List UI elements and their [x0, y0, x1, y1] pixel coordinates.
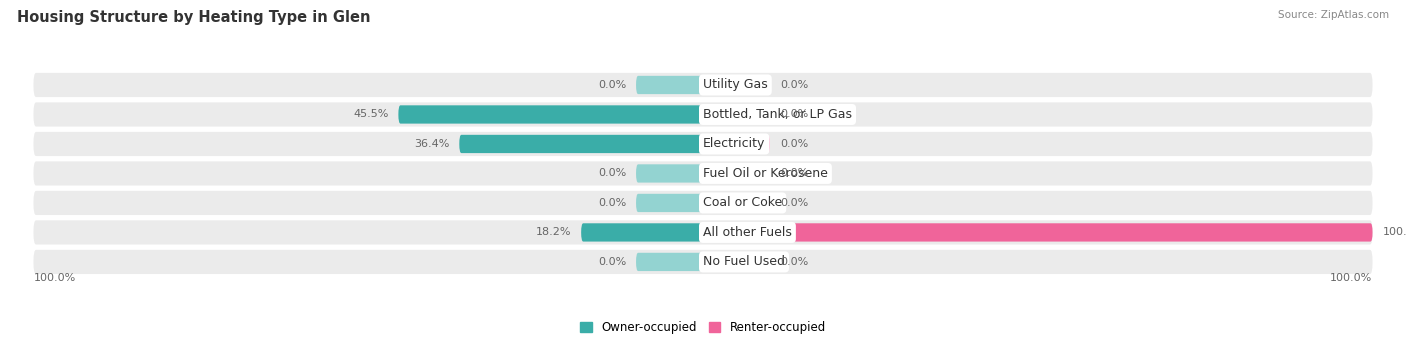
Text: Utility Gas: Utility Gas — [703, 78, 768, 91]
FancyBboxPatch shape — [636, 194, 703, 212]
FancyBboxPatch shape — [703, 76, 770, 94]
FancyBboxPatch shape — [34, 161, 1372, 186]
Text: 100.0%: 100.0% — [1330, 273, 1372, 283]
Text: 36.4%: 36.4% — [413, 139, 450, 149]
Text: 0.0%: 0.0% — [780, 198, 808, 208]
FancyBboxPatch shape — [703, 105, 770, 123]
Text: 0.0%: 0.0% — [780, 139, 808, 149]
Text: Coal or Coke: Coal or Coke — [703, 196, 782, 209]
Text: Bottled, Tank, or LP Gas: Bottled, Tank, or LP Gas — [703, 108, 852, 121]
FancyBboxPatch shape — [34, 102, 1372, 127]
Text: 0.0%: 0.0% — [780, 80, 808, 90]
Legend: Owner-occupied, Renter-occupied: Owner-occupied, Renter-occupied — [575, 317, 831, 339]
FancyBboxPatch shape — [703, 164, 770, 182]
Text: 18.2%: 18.2% — [536, 227, 571, 237]
Text: All other Fuels: All other Fuels — [703, 226, 792, 239]
FancyBboxPatch shape — [34, 220, 1372, 244]
FancyBboxPatch shape — [34, 250, 1372, 274]
Text: 45.5%: 45.5% — [353, 109, 388, 119]
Text: 0.0%: 0.0% — [598, 198, 626, 208]
FancyBboxPatch shape — [703, 135, 770, 153]
Text: 0.0%: 0.0% — [598, 168, 626, 178]
FancyBboxPatch shape — [581, 223, 703, 241]
Text: 100.0%: 100.0% — [1382, 227, 1406, 237]
Text: 0.0%: 0.0% — [598, 80, 626, 90]
Text: 0.0%: 0.0% — [780, 168, 808, 178]
FancyBboxPatch shape — [636, 253, 703, 271]
FancyBboxPatch shape — [703, 194, 770, 212]
Text: 0.0%: 0.0% — [780, 109, 808, 119]
FancyBboxPatch shape — [636, 76, 703, 94]
FancyBboxPatch shape — [703, 253, 770, 271]
FancyBboxPatch shape — [34, 73, 1372, 97]
FancyBboxPatch shape — [398, 105, 703, 123]
Text: 0.0%: 0.0% — [780, 257, 808, 267]
FancyBboxPatch shape — [34, 132, 1372, 156]
Text: 0.0%: 0.0% — [598, 257, 626, 267]
FancyBboxPatch shape — [460, 135, 703, 153]
Text: Source: ZipAtlas.com: Source: ZipAtlas.com — [1278, 10, 1389, 20]
Text: Electricity: Electricity — [703, 137, 765, 150]
Text: No Fuel Used: No Fuel Used — [703, 255, 785, 268]
FancyBboxPatch shape — [703, 223, 1372, 241]
FancyBboxPatch shape — [636, 164, 703, 182]
FancyBboxPatch shape — [34, 191, 1372, 215]
Text: Fuel Oil or Kerosene: Fuel Oil or Kerosene — [703, 167, 828, 180]
Text: 100.0%: 100.0% — [34, 273, 76, 283]
Text: Housing Structure by Heating Type in Glen: Housing Structure by Heating Type in Gle… — [17, 10, 370, 25]
